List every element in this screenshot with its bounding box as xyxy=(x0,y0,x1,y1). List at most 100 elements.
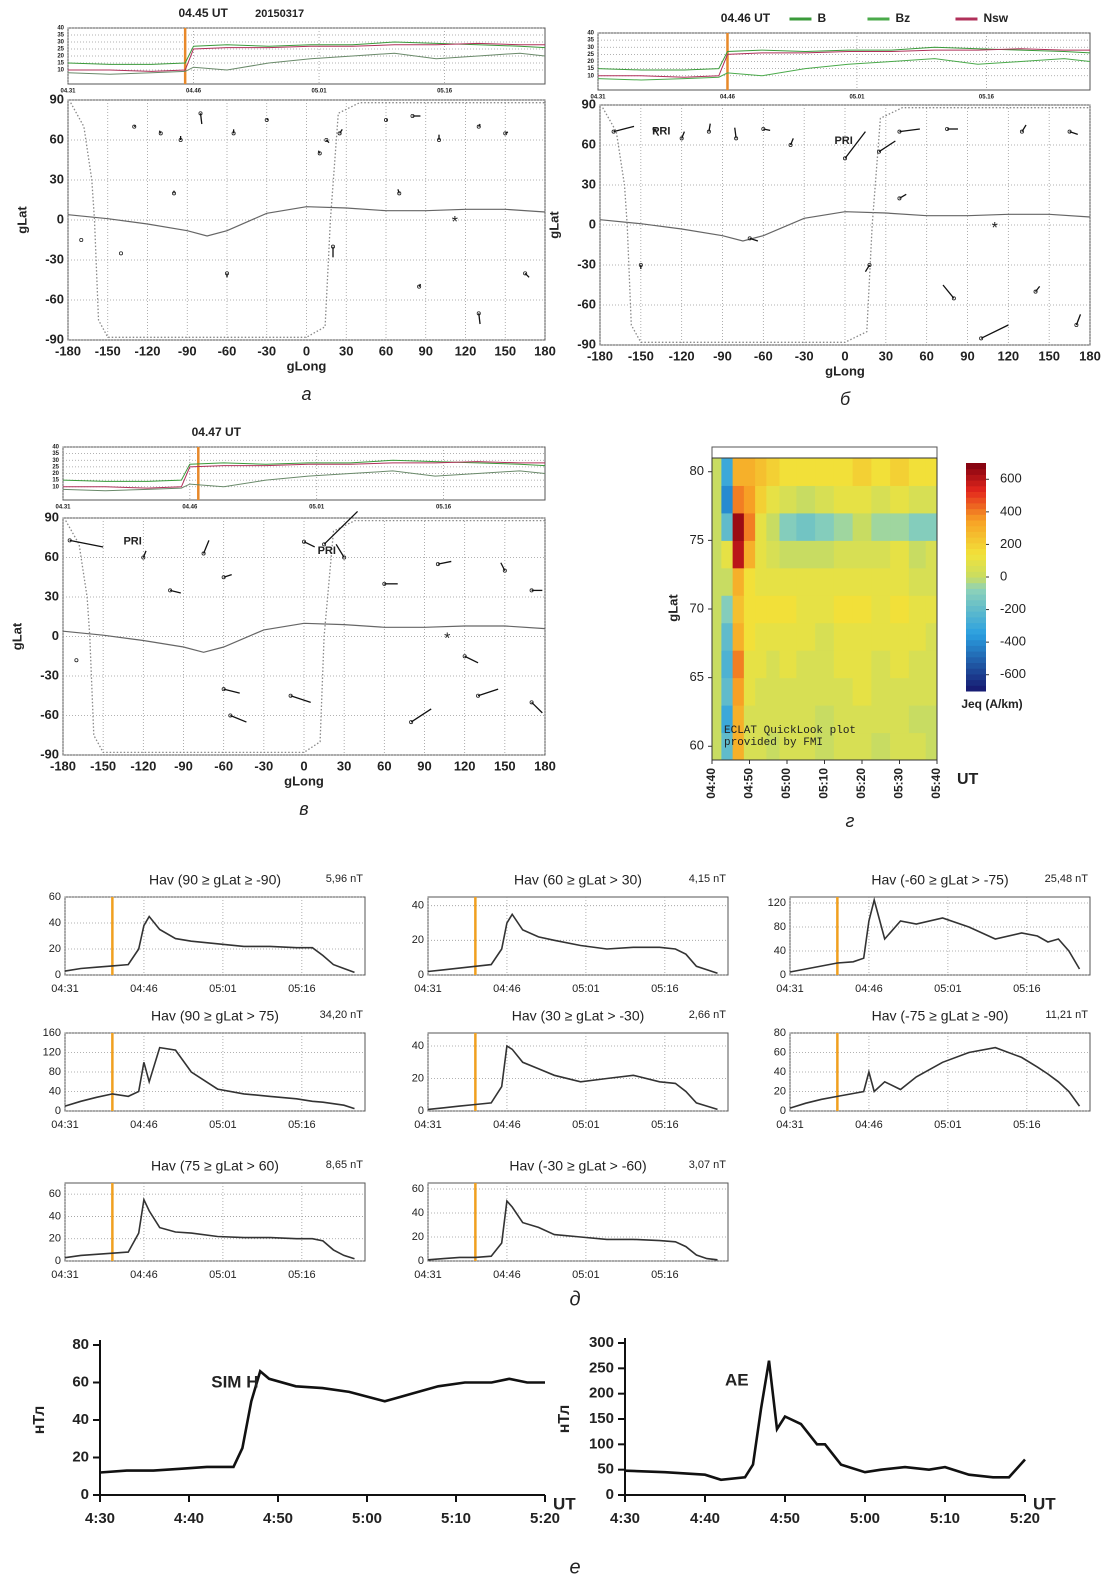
y-axis-label: gLat xyxy=(14,206,29,234)
heat-cell xyxy=(909,568,926,596)
x-tick-label: 04.31 xyxy=(55,505,71,511)
y-tick-label: 160 xyxy=(43,1027,61,1039)
y-tick-label: 20 xyxy=(774,1085,786,1097)
y-tick-label: 40 xyxy=(72,1411,89,1428)
y-tick-label: 60 xyxy=(49,891,61,903)
x-tick-label: 5:00 xyxy=(850,1510,880,1527)
annotation: PRI xyxy=(123,536,141,548)
y-tick-label: 20 xyxy=(412,1072,424,1084)
y-tick-label: 40 xyxy=(774,1066,786,1078)
heat-cell xyxy=(834,458,853,486)
x-tick-label: -180 xyxy=(50,758,76,773)
heat-cell xyxy=(712,568,722,596)
heat-cell xyxy=(871,623,890,651)
colorbar-step xyxy=(966,537,986,543)
heat-cell xyxy=(721,595,733,623)
heat-cell xyxy=(890,650,909,678)
colorbar-tick-label: 600 xyxy=(1000,471,1022,486)
x-tick-label: 04:50 xyxy=(742,768,756,799)
heat-cell xyxy=(733,485,745,513)
heat-cell xyxy=(744,650,756,678)
y-tick-label: 80 xyxy=(690,463,704,478)
heat-cell xyxy=(815,678,834,706)
x-tick-label: 05.16 xyxy=(437,89,453,95)
y-tick-label: 0 xyxy=(589,216,596,231)
colorbar-step xyxy=(966,543,986,549)
heat-cell xyxy=(909,623,926,651)
x-tick-label: 05:16 xyxy=(1013,1119,1041,1131)
y-tick-label: 40 xyxy=(774,945,786,957)
heat-cell xyxy=(712,458,722,486)
colorbar-tick-label: 200 xyxy=(1000,536,1022,551)
y-tick-label: 0 xyxy=(55,1255,61,1267)
y-tick-label: 40 xyxy=(412,1207,424,1219)
x-tick-label: 05:16 xyxy=(1013,983,1041,995)
annotation: provided by FMI xyxy=(724,737,823,749)
heat-cell xyxy=(871,678,890,706)
heat-cell xyxy=(712,733,722,761)
y-tick-label: 70 xyxy=(690,600,704,615)
x-tick-label: 05.01 xyxy=(849,95,865,101)
top-strip xyxy=(712,447,937,458)
y-tick-label: 20 xyxy=(587,59,594,65)
y-axis-label: gLat xyxy=(546,211,561,239)
colorbar-step xyxy=(966,503,986,509)
y-axis-label: gLat xyxy=(9,622,24,650)
y-tick-label: -60 xyxy=(577,296,596,311)
heat-cell xyxy=(755,650,767,678)
x-tick-label: -150 xyxy=(90,758,116,773)
heat-cell xyxy=(712,705,722,733)
y-tick-label: 40 xyxy=(49,1210,61,1222)
heat-cell xyxy=(926,678,938,706)
x-tick-label: 04:46 xyxy=(493,983,521,995)
colorbar-step xyxy=(966,509,986,515)
x-tick-label: -180 xyxy=(55,343,81,358)
heat-cell xyxy=(721,568,733,596)
x-axis-label: gLong xyxy=(284,773,324,788)
y-tick-label: 0 xyxy=(606,1486,614,1503)
annotation: * xyxy=(444,630,450,647)
heat-cell xyxy=(796,623,815,651)
y-tick-label: 60 xyxy=(50,131,64,146)
heat-cell xyxy=(853,595,872,623)
heat-cell xyxy=(926,485,938,513)
annotation: PRI xyxy=(318,545,336,557)
x-tick-label: 180 xyxy=(534,758,556,773)
x-tick-label: 04:46 xyxy=(855,1119,883,1131)
heat-cell xyxy=(926,568,938,596)
x-tick-label: 05:01 xyxy=(572,983,600,995)
heat-cell xyxy=(796,458,815,486)
annotation: * xyxy=(992,220,998,237)
heat-cell xyxy=(721,650,733,678)
x-tick-label: 04.46 xyxy=(186,89,202,95)
heat-cell xyxy=(853,458,872,486)
plot-frame xyxy=(428,897,728,975)
y-tick-label: 20 xyxy=(49,943,61,955)
x-tick-label: 05:10 xyxy=(817,768,831,799)
x-tick-label: 05:20 xyxy=(854,768,868,799)
heat-cell xyxy=(721,623,733,651)
y-tick-label: 120 xyxy=(768,897,786,909)
heat-cell xyxy=(733,623,745,651)
y-tick-label: 0 xyxy=(81,1486,89,1503)
colorbar-step xyxy=(966,497,986,503)
chart-title: Hav (90 ≥ gLat ≥ -90) xyxy=(149,872,281,888)
x-tick-label: 30 xyxy=(337,758,351,773)
heat-cell xyxy=(780,513,797,541)
heat-cell xyxy=(744,623,756,651)
heat-cell xyxy=(766,513,780,541)
y-tick-label: 40 xyxy=(49,1085,61,1097)
chart-title: Hav (-60 ≥ gLat > -75) xyxy=(871,872,1008,888)
heat-cell xyxy=(909,595,926,623)
y-tick-label: -60 xyxy=(45,291,64,306)
x-tick-label: -30 xyxy=(795,348,814,363)
note: 34,20 nT xyxy=(320,1009,364,1021)
x-tick-label: 150 xyxy=(1038,348,1060,363)
x-tick-label: 5:10 xyxy=(930,1510,960,1527)
y-tick-label: 30 xyxy=(50,171,64,186)
x-tick-label: 05:16 xyxy=(288,1119,316,1131)
heat-cell xyxy=(780,623,797,651)
heat-cell xyxy=(721,513,733,541)
heat-cell xyxy=(909,485,926,513)
heat-cell xyxy=(834,650,853,678)
